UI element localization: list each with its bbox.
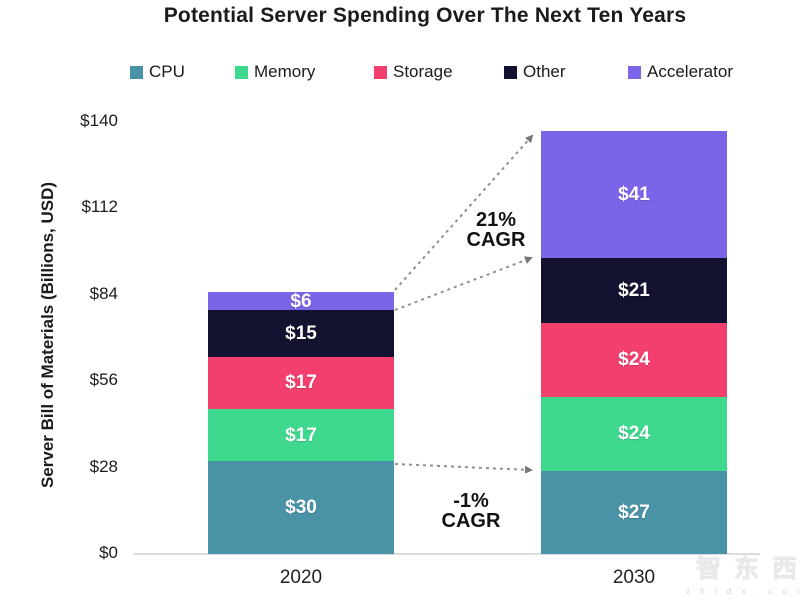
y-tick-label: $84 — [89, 283, 118, 303]
legend-swatch-other — [504, 65, 517, 79]
legend-swatch-storage — [374, 65, 387, 79]
legend-item-memory: Memory — [235, 62, 315, 82]
annotation-line: -1% — [453, 490, 489, 512]
bar-2020: $30 $17 $17 $15 $6 — [208, 292, 394, 554]
segment-value-label: $15 — [285, 322, 317, 344]
wifi-signal-icon — [728, 528, 758, 548]
legend-swatch-accelerator — [628, 65, 641, 79]
y-tick-label: $0 — [99, 543, 118, 562]
legend-item-accelerator: Accelerator — [628, 62, 733, 82]
bar-segment-2030-storage: $24 — [541, 322, 727, 397]
bar-segment-2030-cpu: $27 — [541, 470, 727, 554]
bar-2030: $27 $24 $24 $21 $41 — [541, 131, 727, 554]
segment-value-label: $21 — [618, 279, 650, 301]
y-tick-label: $28 — [89, 456, 118, 476]
bar-segment-2020-other: $15 — [208, 310, 394, 357]
legend-label: Other — [523, 62, 566, 81]
segment-value-label: $6 — [290, 290, 312, 312]
arrow-other-top-growth — [394, 256, 533, 311]
legend-label: Accelerator — [647, 62, 733, 81]
annotation-cagr-minus1: -1% CAGR — [406, 491, 536, 531]
bar-segment-2030-memory: $24 — [541, 396, 727, 471]
bar-segment-2030-other: $21 — [541, 257, 727, 323]
annotation-line: CAGR — [466, 229, 526, 251]
legend-label: Memory — [254, 62, 316, 81]
segment-value-label: $27 — [618, 501, 650, 523]
x-axis-line — [133, 553, 760, 555]
segment-value-label: $24 — [618, 423, 650, 445]
annotation-line: CAGR — [441, 510, 501, 532]
watermark-site: z h i d x . c o m — [686, 587, 800, 596]
legend-swatch-cpu — [130, 65, 143, 79]
segment-value-label: $24 — [618, 349, 650, 371]
y-tick-label: $140 — [80, 111, 118, 130]
bar-segment-2020-memory: $17 — [208, 408, 394, 462]
x-axis-label-2020: 2020 — [279, 567, 323, 588]
legend-item-other: Other — [504, 62, 566, 82]
legend-swatch-memory — [235, 65, 248, 79]
bar-segment-2020-accelerator: $6 — [208, 292, 394, 311]
y-tick-label: $112 — [81, 197, 118, 217]
legend: CPU Memory Storage Other Accelerator — [0, 62, 800, 84]
chart-title: Potential Server Spending Over The Next … — [163, 4, 687, 27]
segment-value-label: $30 — [285, 497, 317, 519]
legend-item-cpu: CPU — [130, 62, 185, 82]
bar-segment-2030-accelerator: $41 — [541, 131, 727, 258]
legend-label: CPU — [149, 62, 185, 81]
annotation-line: 21% — [475, 209, 517, 231]
legend-item-storage: Storage — [374, 62, 453, 82]
bar-segment-2020-cpu: $30 — [208, 461, 394, 554]
x-axis-label-2030: 2030 — [612, 567, 656, 588]
arrow-cpu-top-decline — [394, 463, 533, 474]
bar-segment-2020-storage: $17 — [208, 356, 394, 409]
segment-value-label: $17 — [285, 372, 317, 394]
segment-value-label: $41 — [618, 184, 650, 206]
y-tick-label: $56 — [89, 370, 118, 390]
annotation-cagr-21: 21% CAGR — [431, 210, 561, 250]
segment-value-label: $17 — [285, 424, 317, 446]
legend-label: Storage — [393, 62, 453, 81]
